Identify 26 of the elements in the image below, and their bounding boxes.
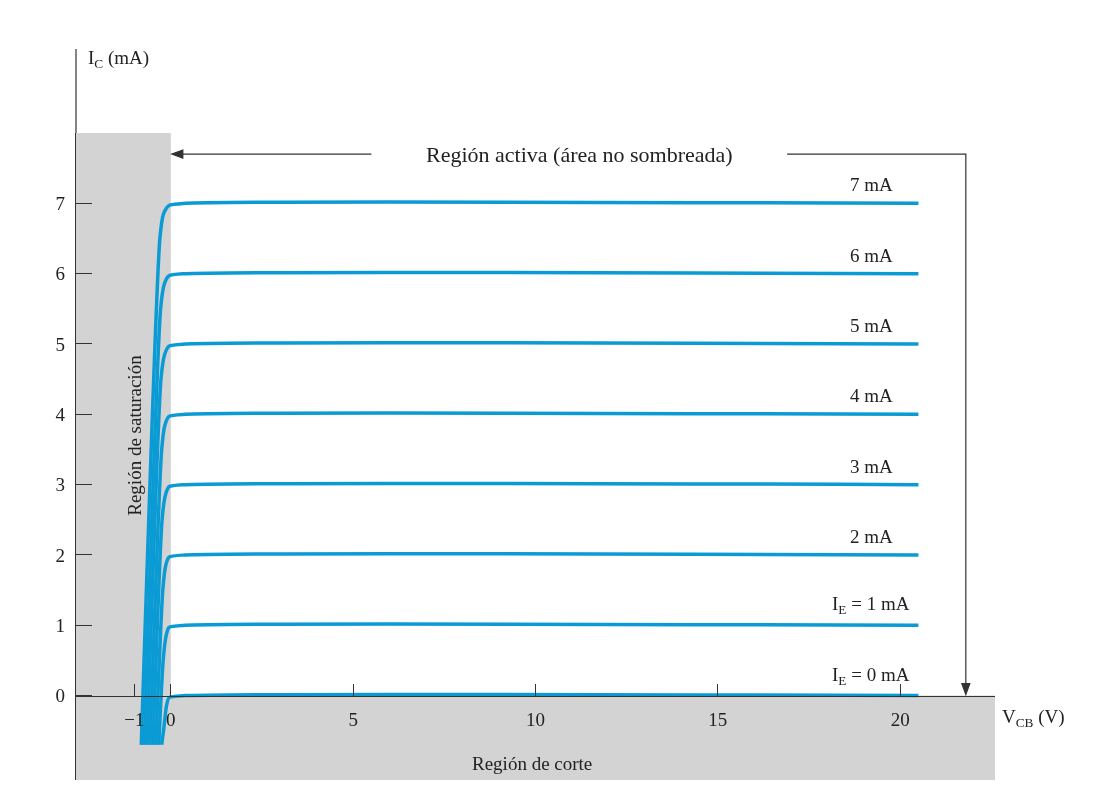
y-axis-title: I$_{C}$ (mA) [88, 47, 150, 71]
series-label: 5 mA [850, 315, 894, 336]
annotation: Región activa (área no sombreada) [426, 142, 733, 167]
band-label: Región de saturación [123, 354, 145, 516]
y-tick-label: 3 [55, 474, 66, 496]
x-tick-label: 0 [166, 708, 176, 730]
y-tick-label: 2 [55, 544, 66, 566]
series-label: 2 mA [850, 526, 894, 547]
y-tick-label: 7 [55, 192, 66, 214]
series-label: 6 mA [850, 245, 894, 266]
series-label: 3 mA [850, 456, 894, 477]
x-axis-title: V$_{CB}$ (V) [1002, 706, 1065, 730]
x-tick-label: 20 [890, 708, 910, 730]
y-tick-label: 1 [55, 614, 66, 636]
series-label: 7 mA [850, 174, 894, 195]
series-label: 4 mA [850, 385, 894, 406]
y-tick-label: 5 [55, 333, 66, 355]
y-tick-label: 4 [55, 403, 66, 425]
band-label: Región de corte [472, 753, 593, 774]
series-label: I$_{E}$ = 1 mA [832, 593, 910, 617]
series-label: I$_{E}$ = 0 mA [832, 664, 910, 688]
x-tick-label: 10 [526, 708, 545, 730]
x-tick-label: 15 [708, 708, 728, 730]
y-tick-label: 0 [55, 685, 66, 707]
x-tick-label: 5 [348, 708, 358, 730]
y-tick-label: 6 [55, 263, 66, 285]
